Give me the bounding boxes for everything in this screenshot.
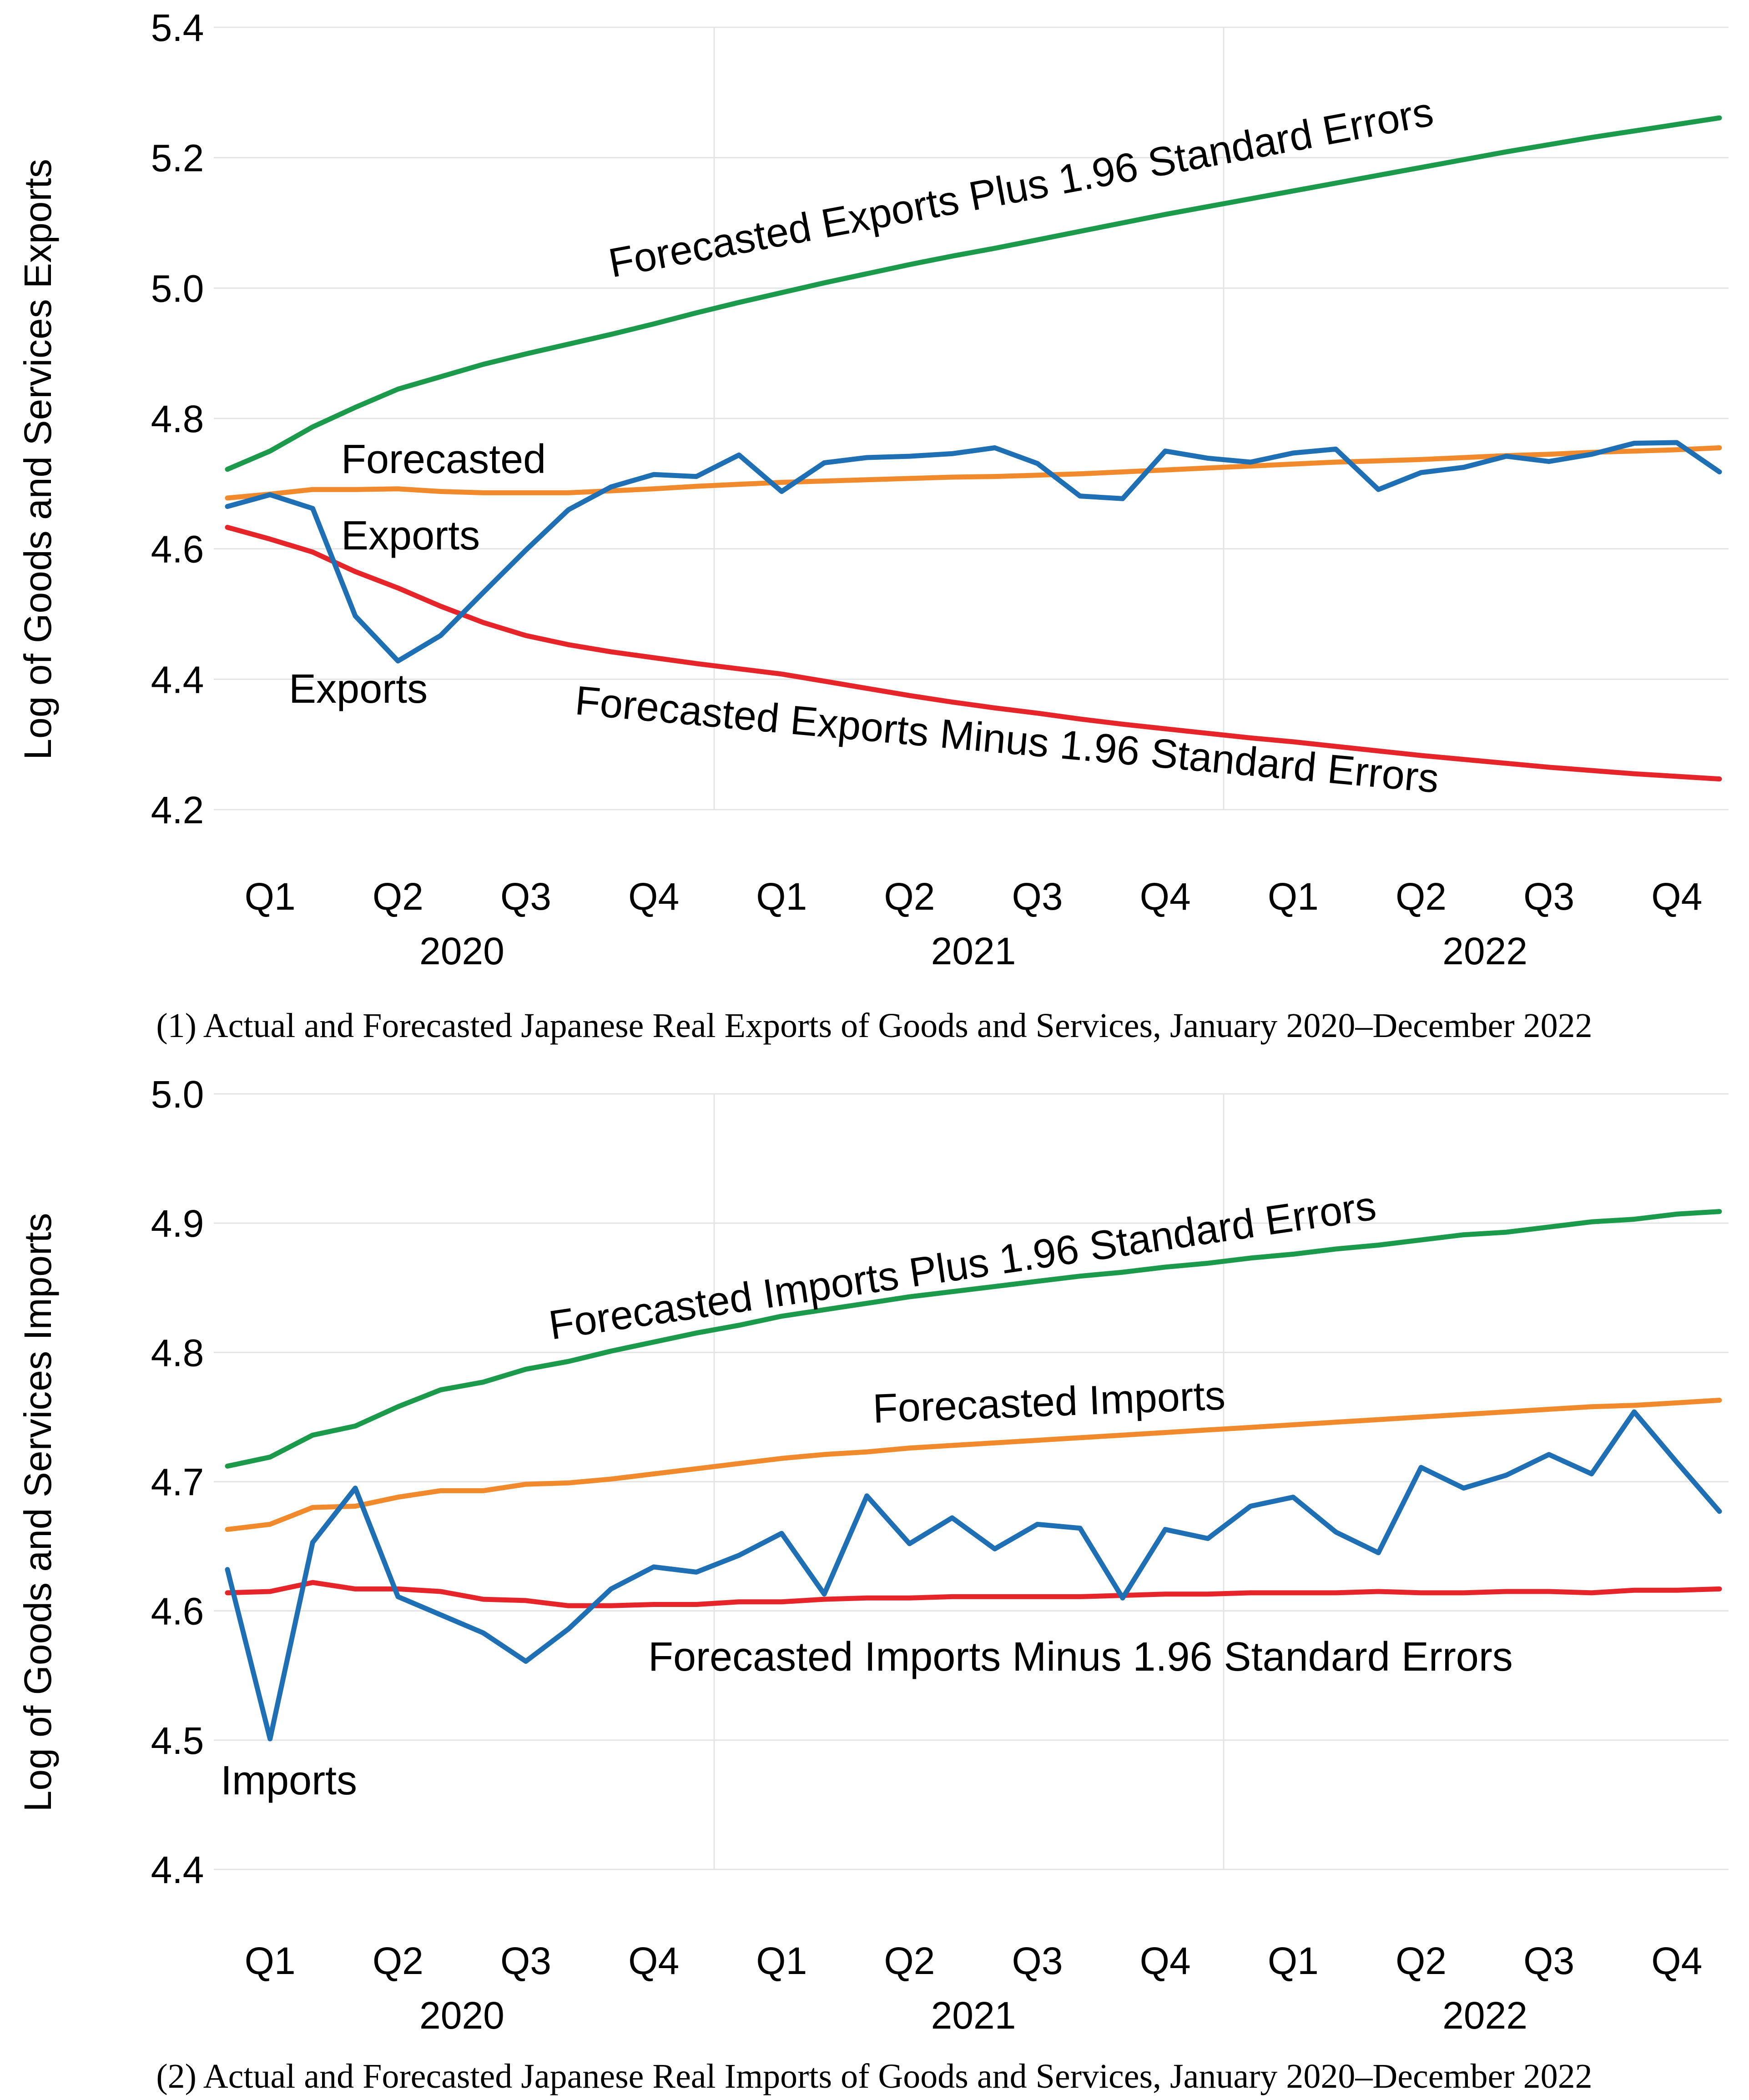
series-line-exports [225, 440, 1722, 664]
annotation-actual-exports: Exports [289, 666, 428, 712]
x-quarter-label: Q3 [500, 1939, 551, 1982]
imports-series [225, 1209, 1722, 1742]
x-quarter-label: Q3 [1523, 875, 1574, 918]
x-year-label: 2020 [419, 930, 504, 972]
y-tick-label: 5.2 [151, 137, 204, 180]
x-quarter-label: Q4 [1651, 1939, 1702, 1982]
imports-chart: 5.0 4.9 4.8 4.7 4.6 4.5 4.4 Log of Goods and S… [16, 1073, 1729, 2095]
y-tick-label: 4.2 [151, 789, 204, 831]
x-quarter-label: Q2 [884, 1939, 935, 1982]
x-year-label: 2022 [1442, 1994, 1527, 2037]
y-tick-label: 4.6 [151, 1590, 204, 1633]
x-quarter-label: Q2 [1396, 875, 1447, 918]
imports-y-axis-title: Log of Goods and Services Imports [16, 1213, 59, 1812]
series-line-imports [225, 1409, 1722, 1742]
annotation-forecasted-imports: Forecasted Imports [872, 1373, 1226, 1432]
series-line-forecasted-imports [225, 1398, 1722, 1532]
annotation-imports-minus-se: Forecasted Imports Minus 1.96 Standard E… [648, 1634, 1513, 1680]
x-quarter-label: Q1 [245, 875, 296, 918]
y-tick-label: 5.0 [151, 267, 204, 310]
series-line-forecasted-exports-minus-1-96-standard-errors [225, 524, 1722, 782]
exports-y-axis-title: Log of Goods and Services Exports [16, 159, 59, 760]
exports-year-labels: 2020 2021 2022 [419, 930, 1527, 972]
x-quarter-label: Q4 [1140, 1939, 1191, 1982]
imports-caption: (2) Actual and Forecasted Japanese Real … [156, 2057, 1592, 2095]
annotation-forecasted-exports-line1: Forecasted [341, 437, 546, 482]
y-tick-label: 4.8 [151, 398, 204, 440]
x-quarter-label: Q4 [628, 875, 679, 918]
imports-y-axis: 5.0 4.9 4.8 4.7 4.6 4.5 4.4 [151, 1073, 204, 1891]
exports-y-axis: 5.4 5.2 5.0 4.8 4.6 4.4 4.2 [151, 6, 204, 831]
y-tick-label: 4.8 [151, 1331, 204, 1374]
x-year-label: 2021 [931, 1994, 1016, 2037]
x-quarter-label: Q1 [1268, 1939, 1319, 1982]
x-year-label: 2020 [419, 1994, 504, 2037]
y-tick-label: 4.4 [151, 658, 204, 701]
annotation-imports-plus-se: Forecasted Imports Plus 1.96 Standard Er… [546, 1183, 1379, 1349]
x-year-label: 2021 [931, 930, 1016, 972]
series-line-forecasted-imports-minus-1-96-standard-errors [225, 1580, 1722, 1608]
imports-quarter-labels: Q1 Q2 Q3 Q4 Q1 Q2 Q3 Q4 Q1 Q2 Q3 Q4 [245, 1939, 1703, 1982]
y-tick-label: 5.4 [151, 6, 204, 49]
y-tick-label: 4.6 [151, 528, 204, 571]
x-quarter-label: Q2 [373, 1939, 423, 1982]
x-quarter-label: Q2 [1396, 1939, 1447, 1982]
x-quarter-label: Q4 [1140, 875, 1191, 918]
x-quarter-label: Q1 [756, 875, 807, 918]
exports-series [225, 115, 1722, 782]
annotation-exports-minus-se: Forecasted Exports Minus 1.96 Standard E… [573, 678, 1441, 801]
y-tick-label: 4.4 [151, 1848, 204, 1891]
x-quarter-label: Q3 [1012, 875, 1063, 918]
x-quarter-label: Q2 [884, 875, 935, 918]
x-quarter-label: Q4 [628, 1939, 679, 1982]
x-quarter-label: Q3 [1012, 1939, 1063, 1982]
imports-gridlines [214, 1093, 1729, 1870]
series-line-forecasted-exports [225, 445, 1722, 501]
series-line-forecasted-exports-plus-1-96-standard-errors [225, 115, 1722, 472]
exports-caption: (1) Actual and Forecasted Japanese Real … [156, 1007, 1592, 1045]
y-tick-label: 5.0 [151, 1073, 204, 1116]
x-quarter-label: Q1 [756, 1939, 807, 1982]
exports-gridlines [214, 26, 1729, 811]
series-line-forecasted-imports-plus-1-96-standard-errors [225, 1209, 1722, 1469]
x-quarter-label: Q1 [1268, 875, 1319, 918]
x-quarter-label: Q2 [373, 875, 423, 918]
y-tick-label: 4.7 [151, 1461, 204, 1504]
exports-chart: 5.4 5.2 5.0 4.8 4.6 4.4 4.2 Log of Goods and S… [16, 6, 1729, 1045]
x-quarter-label: Q3 [1523, 1939, 1574, 1982]
annotation-forecasted-exports-line2: Exports [341, 513, 480, 559]
y-tick-label: 4.5 [151, 1719, 204, 1762]
x-quarter-label: Q4 [1651, 875, 1702, 918]
x-quarter-label: Q3 [500, 875, 551, 918]
x-year-label: 2022 [1442, 930, 1527, 972]
x-quarter-label: Q1 [245, 1939, 296, 1982]
exports-quarter-labels: Q1 Q2 Q3 Q4 Q1 Q2 Q3 Q4 Q1 Q2 Q3 Q4 [245, 875, 1703, 918]
imports-year-labels: 2020 2021 2022 [419, 1994, 1527, 2037]
y-tick-label: 4.9 [151, 1202, 204, 1245]
annotation-actual-imports: Imports [221, 1758, 357, 1803]
